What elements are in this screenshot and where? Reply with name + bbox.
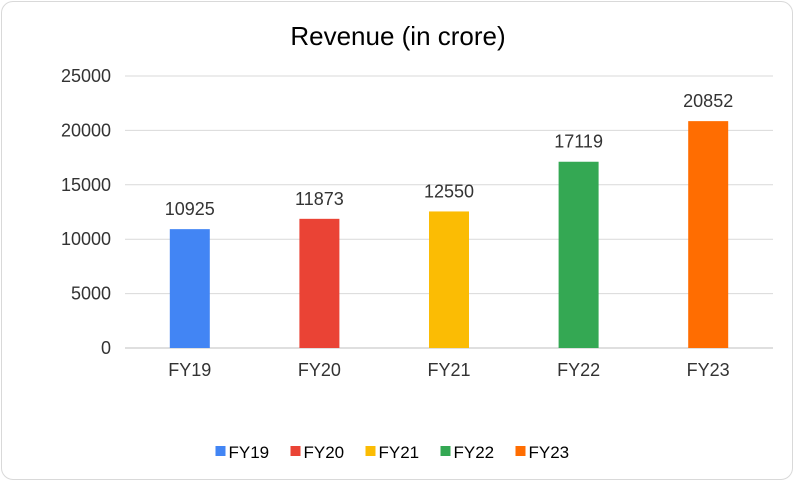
legend-label-fy19: FY19 — [229, 443, 270, 462]
y-axis: 0 5000 10000 15000 20000 25000 — [61, 66, 111, 358]
legend-label-fy23: FY23 — [529, 443, 570, 462]
legend-swatch-fy23 — [515, 446, 526, 456]
bar-fy23 — [688, 121, 729, 348]
y-tick-label-20000: 20000 — [61, 120, 111, 140]
x-tick-label-fy21: FY21 — [427, 360, 470, 380]
data-label-fy20: 11873 — [295, 189, 344, 209]
legend-swatch-fy19 — [215, 446, 226, 456]
legend-swatch-fy20 — [290, 446, 301, 456]
y-tick-label-10000: 10000 — [61, 229, 111, 249]
y-tick-label-5000: 5000 — [71, 284, 111, 304]
y-tick-label-0: 0 — [101, 338, 111, 358]
bar-fy20 — [299, 218, 340, 348]
bar-fy19 — [169, 229, 210, 348]
legend-swatch-fy21 — [365, 446, 376, 456]
data-label-fy22: 17119 — [554, 132, 603, 152]
legend: FY19 FY20 FY21 FY22 FY23 — [215, 443, 570, 462]
x-axis: FY19 FY20 FY21 FY22 FY23 — [168, 360, 729, 380]
bars: 10925 11873 12550 17119 20852 — [165, 91, 733, 348]
legend-label-fy20: FY20 — [304, 443, 345, 462]
x-tick-label-fy19: FY19 — [168, 360, 211, 380]
legend-swatch-fy22 — [440, 446, 451, 456]
data-label-fy23: 20852 — [683, 91, 733, 111]
chart-title: Revenue (in crore) — [290, 21, 505, 51]
legend-label-fy22: FY22 — [454, 443, 495, 462]
data-label-fy19: 10925 — [165, 199, 215, 219]
y-tick-label-15000: 15000 — [61, 175, 111, 195]
gridlines — [125, 75, 773, 349]
x-tick-label-fy23: FY23 — [687, 360, 730, 380]
x-tick-label-fy20: FY20 — [298, 360, 341, 380]
bar-fy21 — [429, 211, 469, 348]
data-label-fy21: 12550 — [424, 181, 474, 201]
x-tick-label-fy22: FY22 — [557, 360, 600, 380]
legend-label-fy21: FY21 — [379, 443, 420, 462]
y-tick-label-25000: 25000 — [61, 66, 111, 86]
bar-fy22 — [558, 161, 599, 348]
